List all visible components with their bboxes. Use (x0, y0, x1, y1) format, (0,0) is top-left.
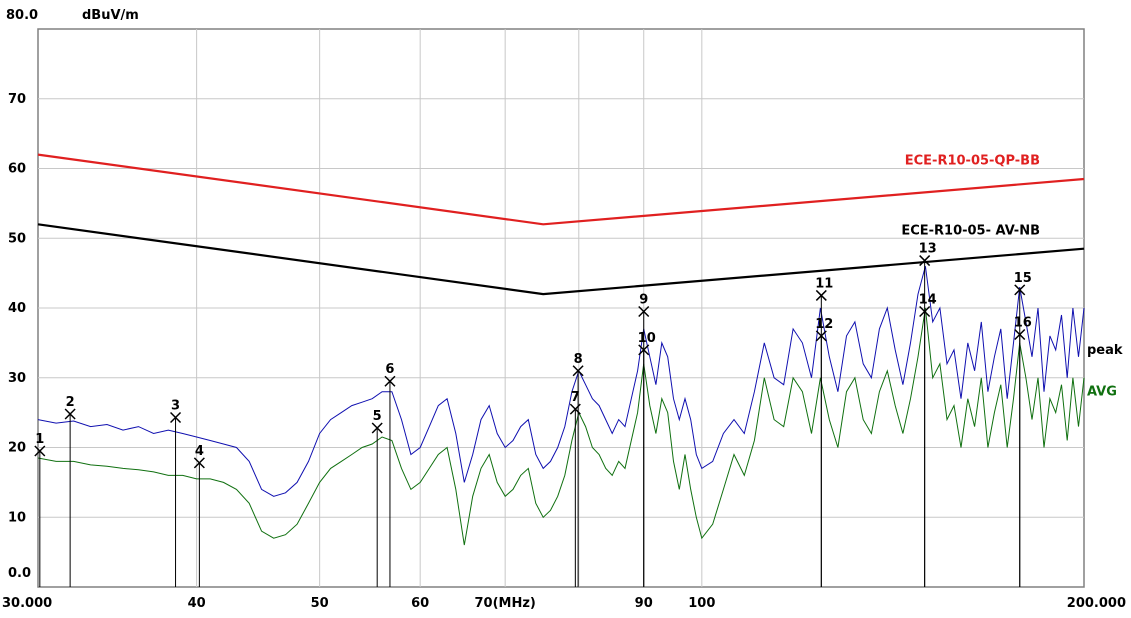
marker-cross (34, 445, 46, 457)
marker-label: 15 (1014, 271, 1032, 286)
y-unit-label: dBuV/m (82, 8, 139, 23)
y-tick-label: 0.0 (8, 566, 31, 581)
marker-label: 11 (815, 276, 833, 291)
marker-cross (572, 365, 584, 377)
marker-label: 10 (638, 331, 656, 346)
marker-label: 6 (385, 362, 394, 377)
marker-cross (384, 375, 396, 387)
marker-cross (919, 255, 931, 267)
marker-label: 9 (639, 292, 648, 307)
x-tick-label: 40 (188, 596, 206, 611)
marker-label: 5 (373, 409, 382, 424)
marker-label: 2 (66, 395, 75, 410)
limit-lines: ECE-R10-05-QP-BB ECE-R10-05- AV-NB (37, 153, 1085, 296)
marker-cross (919, 305, 931, 318)
y-tick-label: 70 (8, 92, 26, 107)
x-tick-label: 60 (411, 596, 429, 611)
marker-label: 4 (195, 444, 204, 459)
marker-cross (569, 403, 581, 415)
marker-label: 16 (1014, 316, 1032, 331)
marker-cross (371, 422, 383, 434)
marker-label: 14 (919, 292, 937, 307)
y-tick-label: 40 (8, 301, 26, 316)
y-tick-label: 10 (8, 510, 26, 525)
y-tick-label: 60 (8, 162, 26, 177)
marker-cross (638, 305, 650, 318)
marker-label: 12 (815, 317, 833, 332)
limit-line-label: ECE-R10-05-QP-BB (905, 154, 1040, 169)
series-label: peak (1087, 343, 1123, 358)
y-tick-label: 30 (8, 371, 26, 386)
x-tick-label: 70(MHz) (474, 596, 535, 611)
marker-label: 7 (571, 390, 580, 405)
x-tick-label: 100 (688, 596, 715, 611)
marker-cross (64, 408, 76, 420)
series-label: AVG (1087, 385, 1117, 400)
x-tick-label: 50 (311, 596, 329, 611)
limit-line (37, 223, 1085, 296)
x-tick-label: 200.000 (1067, 596, 1126, 611)
limit-line-label: ECE-R10-05- AV-NB (901, 223, 1040, 238)
marker-cross (170, 411, 182, 424)
x-tick-label: 90 (635, 596, 653, 611)
marker-label: 3 (171, 399, 180, 414)
limit-line (37, 153, 1085, 226)
x-tick-label: 30.000 (2, 596, 52, 611)
marker-label: 1 (35, 432, 44, 447)
axis-labels: dBuV/m 0.0 10 20 30 40 50 60 70 80.0 30.000 40 50 60… (2, 8, 1126, 611)
marker-label: 13 (919, 242, 937, 257)
y-tick-label: 20 (8, 441, 26, 456)
marker-cross (815, 330, 827, 342)
y-tick-label: 50 (8, 231, 26, 246)
marker-cross (1014, 284, 1026, 296)
marker-label: 8 (574, 352, 583, 367)
marker-cross (1014, 328, 1026, 341)
y-tick-label: 80.0 (6, 8, 38, 23)
marker-cross (815, 289, 827, 301)
grid-layer (38, 29, 1084, 587)
marker-cross (193, 457, 205, 469)
marker-cross (638, 344, 650, 356)
